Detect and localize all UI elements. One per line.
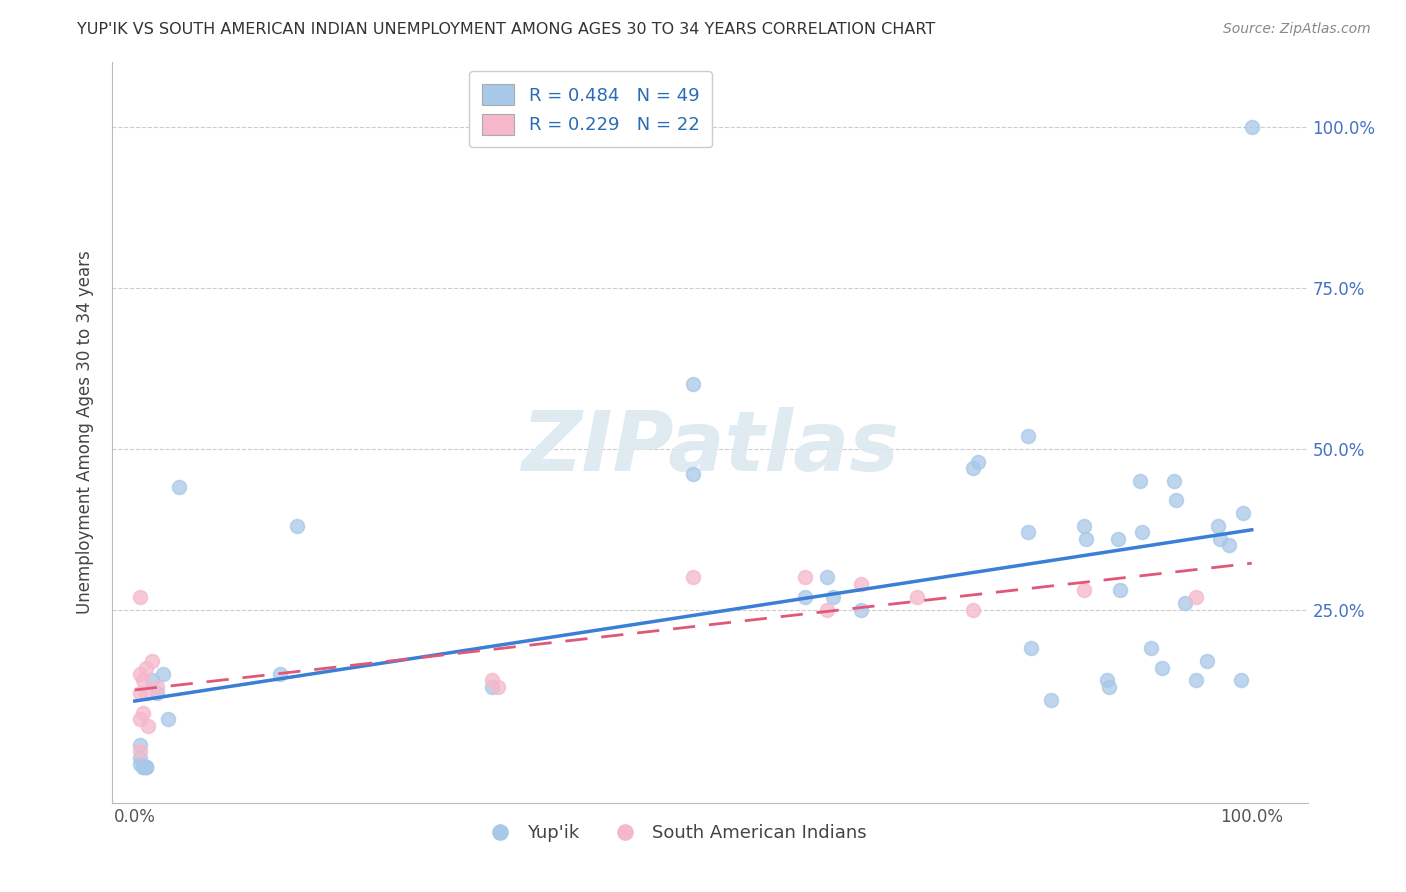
Point (1129, 474, 1152, 488)
Point (135, 660, 157, 674)
Point (1209, 532, 1232, 546)
Point (131, 673, 153, 688)
Point (1017, 525, 1039, 540)
Point (131, 760, 153, 774)
Point (169, 480, 191, 494)
Point (135, 760, 157, 774)
Point (821, 590, 844, 604)
Point (1019, 641, 1042, 656)
Point (962, 602, 984, 616)
Point (682, 570, 704, 584)
Point (135, 760, 157, 774)
Point (1098, 680, 1121, 694)
Point (1130, 525, 1153, 540)
Point (1240, 120, 1263, 134)
Point (146, 680, 169, 694)
Point (1185, 673, 1208, 688)
Point (146, 686, 169, 700)
Point (1174, 596, 1197, 610)
Point (1163, 474, 1185, 488)
Point (141, 673, 163, 688)
Point (1017, 429, 1039, 443)
Point (135, 686, 157, 700)
Point (481, 673, 503, 688)
Point (682, 377, 704, 392)
Point (129, 744, 152, 758)
Text: YUP'IK VS SOUTH AMERICAN INDIAN UNEMPLOYMENT AMONG AGES 30 TO 34 YEARS CORRELATI: YUP'IK VS SOUTH AMERICAN INDIAN UNEMPLOY… (77, 22, 935, 37)
Point (1232, 506, 1254, 520)
Point (1073, 583, 1095, 598)
Point (1076, 532, 1098, 546)
Point (129, 686, 152, 700)
Text: Source: ZipAtlas.com: Source: ZipAtlas.com (1223, 22, 1371, 37)
Point (135, 760, 157, 774)
Point (131, 760, 153, 774)
Point (815, 602, 838, 616)
Point (1164, 493, 1187, 508)
Point (1229, 673, 1251, 688)
Point (486, 680, 509, 694)
Point (962, 461, 984, 475)
Point (1073, 519, 1095, 533)
Point (794, 570, 817, 584)
Point (152, 667, 174, 681)
Y-axis label: Unemployment Among Ages 30 to 34 years: Unemployment Among Ages 30 to 34 years (76, 251, 94, 615)
Point (815, 570, 838, 584)
Point (1109, 583, 1132, 598)
Point (136, 718, 159, 732)
Point (849, 602, 872, 616)
Point (905, 590, 928, 604)
Point (481, 680, 503, 694)
Legend: Yup'ik, South American Indians: Yup'ik, South American Indians (475, 817, 873, 849)
Point (1206, 519, 1229, 533)
Text: ZIPatlas: ZIPatlas (522, 407, 898, 488)
Point (131, 706, 153, 720)
Point (129, 667, 152, 681)
Point (129, 757, 152, 772)
Point (285, 519, 308, 533)
Point (794, 590, 817, 604)
Point (1039, 693, 1062, 707)
Point (682, 467, 704, 482)
Point (129, 750, 152, 764)
Point (849, 577, 872, 591)
Point (1197, 654, 1219, 668)
Point (1152, 660, 1174, 674)
Point (1095, 673, 1118, 688)
Point (1185, 590, 1208, 604)
Point (129, 590, 152, 604)
Point (141, 654, 163, 668)
Point (1107, 532, 1129, 546)
Point (967, 454, 990, 468)
Point (157, 712, 180, 726)
Point (129, 738, 152, 752)
Point (269, 667, 291, 681)
Point (129, 712, 152, 726)
Point (1218, 538, 1240, 552)
Point (1140, 641, 1163, 656)
